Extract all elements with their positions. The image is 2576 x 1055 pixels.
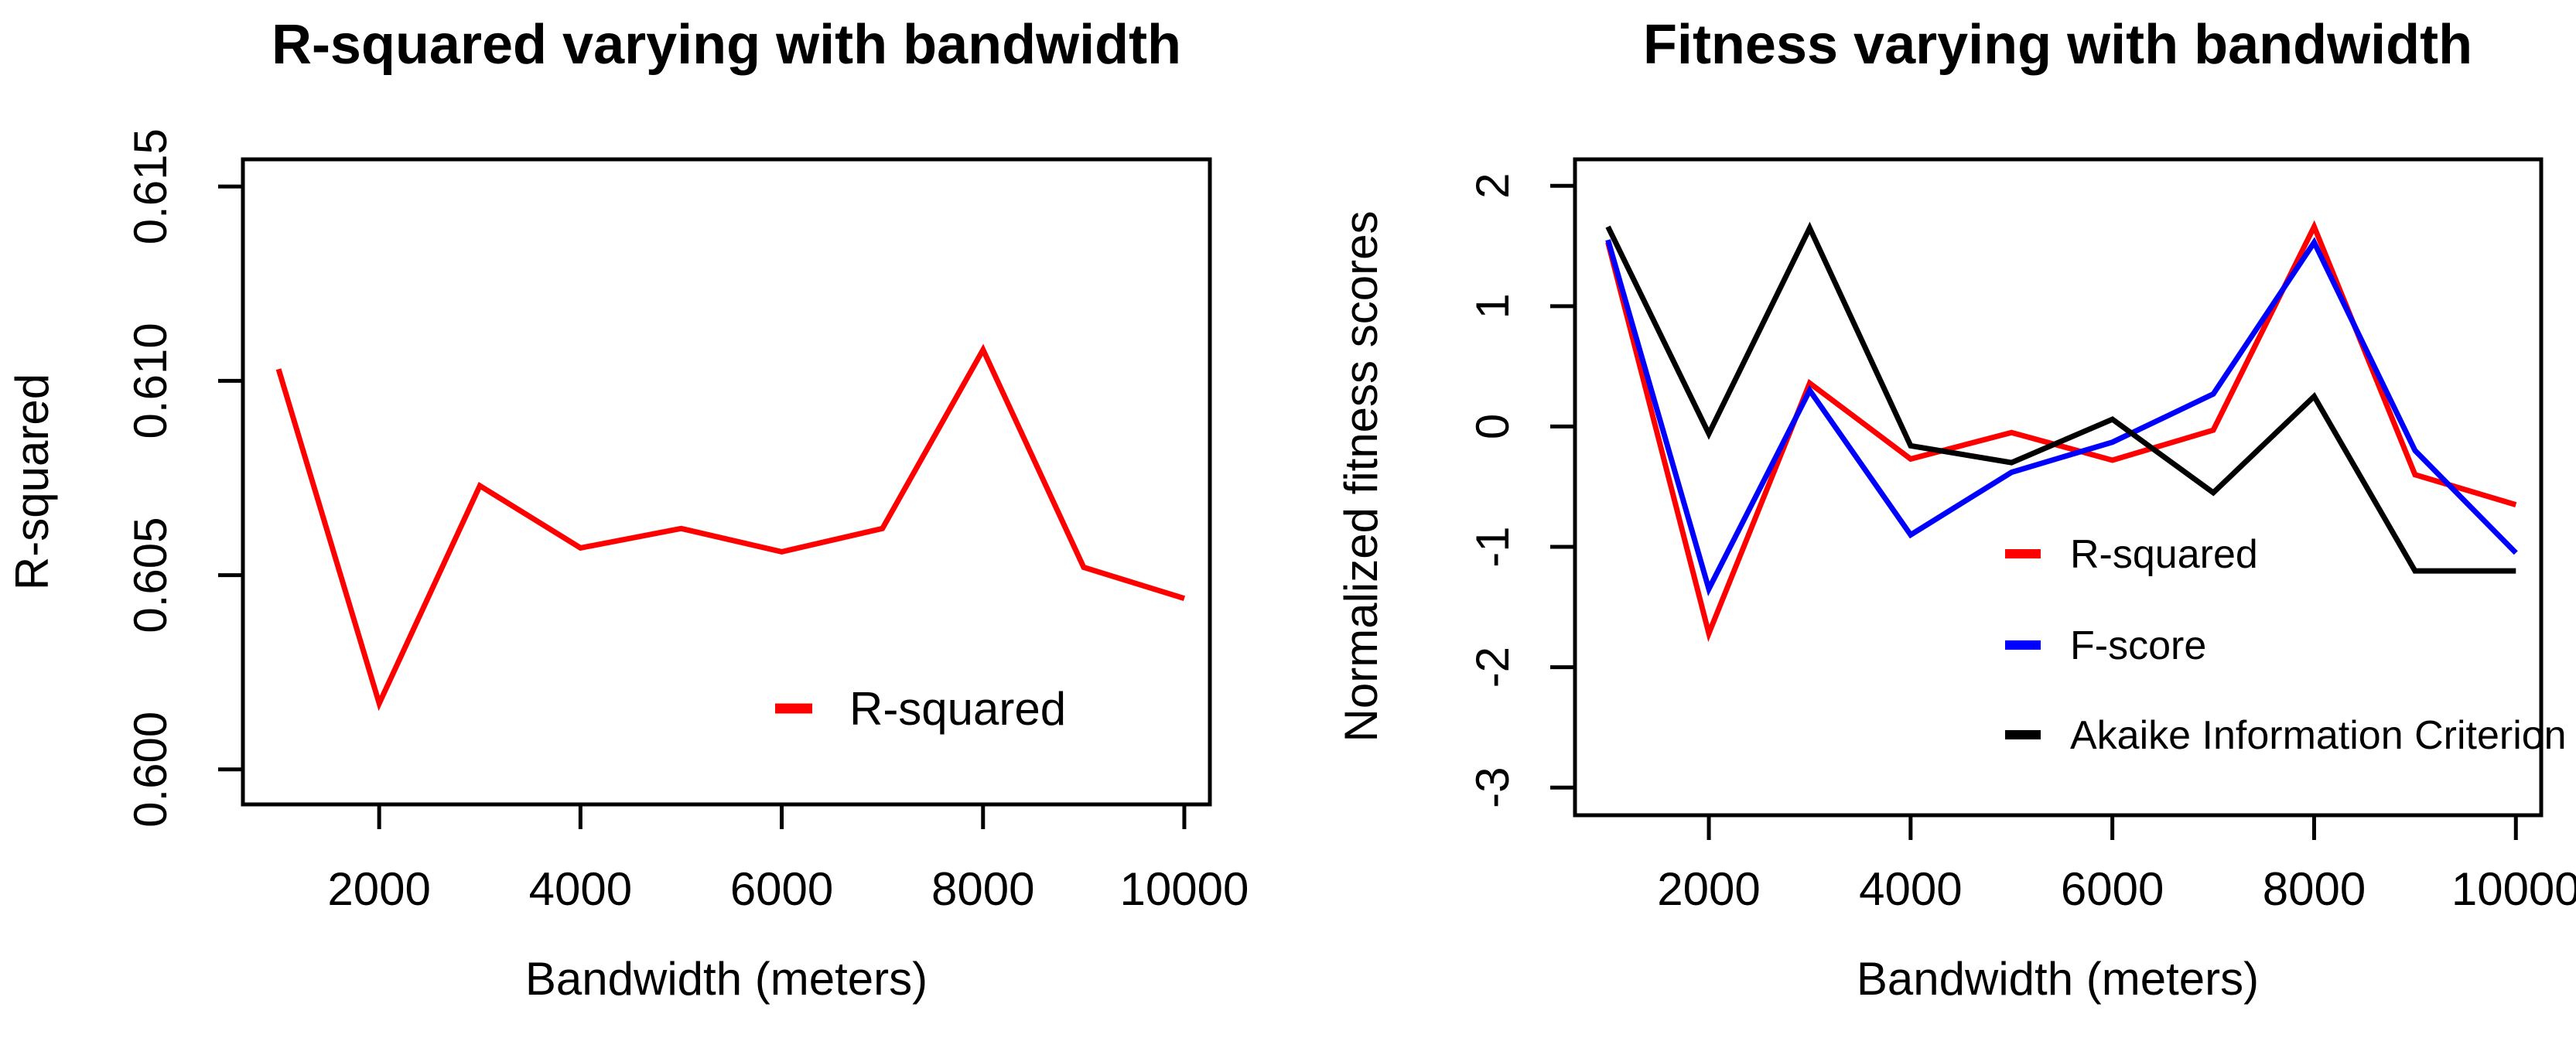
y-tick-label: 1 [1467, 293, 1519, 319]
series-line-r-squared [275, 343, 1186, 712]
legend-label-r-squared: R-squared [2070, 532, 2258, 577]
y-tick-label: 2 [1467, 173, 1519, 199]
y-tick-label: -1 [1467, 526, 1519, 567]
y-tick-label: -2 [1467, 647, 1519, 688]
chart-title: R-squared varying with bandwidth [272, 14, 1181, 76]
y-tick-label: 0 [1467, 414, 1519, 439]
y-tick-label: 0.615 [125, 128, 176, 244]
fitness-chart: 2000 4000 6000 8000 10000 -3 -2 -1 0 1 2 Fitness va… [1335, 14, 2576, 1005]
legend-label-akaike-information-criterion: Akaike Information Criterion [2070, 713, 2567, 758]
legend-label-r-squared: R-squared [849, 683, 1066, 735]
plot-box [241, 157, 1212, 807]
y-tick-label: -3 [1467, 767, 1519, 808]
x-axis-label: Bandwidth (meters) [1857, 953, 2259, 1005]
x-tick-label: 8000 [2263, 863, 2366, 915]
y-tick-label: 0.600 [125, 712, 176, 828]
x-tick-label: 2000 [327, 863, 430, 915]
series-line-f-score [1605, 237, 2518, 596]
y-axis-label: R-squared [6, 374, 58, 590]
y-tick-label: 0.610 [125, 323, 176, 439]
chart-title: Fitness varying with bandwidth [1643, 14, 2472, 76]
x-axis-label: Bandwidth (meters) [525, 953, 928, 1005]
x-tick-label: 10000 [1120, 863, 1249, 915]
rsq-chart: 2000 4000 6000 8000 10000 0.600 0.605 0.610 0.61… [6, 14, 1249, 1005]
x-tick-label: 4000 [529, 863, 632, 915]
series-line-akaike-information-criterion [1605, 221, 2516, 574]
legend-label-f-score: F-score [2070, 623, 2206, 668]
x-tick-label: 6000 [2061, 863, 2164, 915]
plot-box [1573, 157, 2544, 818]
y-axis-label: Normalized fitness scores [1335, 211, 1387, 743]
x-tick-label: 4000 [1859, 863, 1962, 915]
series-line-r-squared [1605, 220, 2517, 643]
x-tick-label: 10000 [2451, 863, 2576, 915]
x-tick-label: 6000 [730, 863, 833, 915]
y-tick-label: 0.605 [125, 517, 176, 633]
x-tick-label: 2000 [1657, 863, 1760, 915]
x-tick-label: 8000 [931, 863, 1034, 915]
